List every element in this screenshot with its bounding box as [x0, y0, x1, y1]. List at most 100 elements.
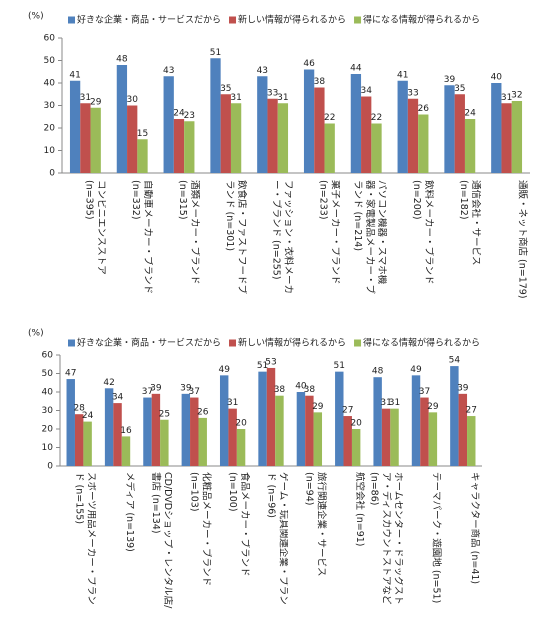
value-label: 31 — [230, 93, 241, 103]
legend-swatch — [229, 339, 237, 347]
bar — [267, 98, 278, 173]
value-label: 38 — [304, 385, 316, 395]
x-tick-label: ホームセンター・ドラッグストア・ディスカウントストアなど (n=86) — [368, 472, 404, 605]
value-label: 39 — [150, 383, 162, 393]
value-label: 33 — [407, 88, 418, 98]
x-tick-label: 航空会社 (n=91) — [353, 472, 365, 547]
value-label: 31 — [380, 398, 391, 408]
bar — [74, 414, 84, 466]
value-label: 28 — [73, 404, 85, 414]
value-label: 33 — [267, 88, 278, 98]
value-label: 37 — [419, 387, 430, 397]
bar — [501, 103, 512, 173]
y-tick-label: 40 — [44, 79, 56, 89]
bar — [350, 74, 362, 173]
value-label: 40 — [295, 382, 307, 392]
value-label: 49 — [410, 365, 422, 375]
value-label: 26 — [418, 104, 430, 114]
value-label: 24 — [82, 411, 94, 421]
value-label: 27 — [466, 406, 477, 416]
bar — [390, 408, 399, 466]
bar — [121, 436, 131, 466]
bar — [420, 397, 429, 466]
bar — [90, 107, 101, 173]
bar — [467, 416, 476, 466]
legend-swatch — [68, 16, 75, 24]
value-label: 25 — [159, 409, 170, 419]
bar — [137, 139, 148, 173]
bar — [113, 403, 122, 466]
x-tick-label: パソコン機器・スマホ機器・家電製品メーカー・ブランド (n=214) — [352, 180, 388, 295]
bar — [127, 105, 138, 173]
x-tick-label: 食品メーカー・ブランド (n=100) — [226, 472, 250, 577]
value-label: 40 — [491, 73, 503, 83]
value-label: 46 — [303, 59, 315, 69]
bar — [143, 397, 152, 466]
value-label: 22 — [324, 113, 335, 123]
bar — [230, 103, 242, 173]
bar — [371, 123, 382, 173]
bar — [454, 94, 465, 173]
bar — [258, 371, 267, 466]
y-tick-label: 0 — [47, 462, 53, 472]
bar — [236, 429, 246, 466]
value-label: 31 — [389, 398, 400, 408]
x-tick-label: メディア (n=139) — [123, 472, 135, 552]
value-label: 27 — [342, 406, 353, 416]
value-label: 35 — [454, 84, 465, 94]
x-tick-label: 自動車メーカー・ブランド (n=332) — [130, 180, 154, 295]
legend-label: 新しい情報が得られるから — [238, 337, 346, 349]
value-label: 51 — [257, 361, 268, 371]
bar — [296, 392, 306, 466]
bar — [411, 375, 421, 466]
bar — [324, 123, 335, 173]
value-label: 34 — [112, 393, 124, 403]
bar — [511, 101, 523, 173]
bar — [418, 114, 429, 173]
value-label: 30 — [126, 95, 138, 105]
bar — [343, 416, 352, 466]
bar — [210, 58, 221, 173]
bar — [80, 103, 91, 173]
bar — [83, 421, 92, 466]
value-label: 51 — [210, 48, 221, 58]
value-label: 39 — [444, 75, 456, 85]
y-tick-label: 0 — [49, 169, 55, 179]
value-label: 41 — [69, 70, 80, 80]
value-label: 37 — [189, 387, 200, 397]
x-tick-label: 通信会社・サービス (n=182) — [457, 180, 481, 266]
value-label: 38 — [314, 77, 326, 87]
value-label: 22 — [371, 113, 382, 123]
x-tick-label: スポーツ用品メーカー・ブランド (n=155) — [73, 472, 97, 605]
bar — [314, 87, 325, 173]
y-tick-label: 30 — [42, 406, 54, 416]
bar — [381, 408, 391, 466]
value-label: 23 — [184, 111, 195, 121]
bar — [303, 69, 315, 173]
y-axis-unit: (%) — [28, 329, 44, 339]
value-label: 39 — [457, 383, 469, 393]
y-tick-label: 40 — [42, 388, 54, 398]
y-tick-label: 50 — [44, 56, 56, 66]
bar — [104, 388, 114, 466]
bar — [335, 371, 344, 466]
bar — [69, 80, 81, 173]
bar — [361, 96, 372, 173]
bar — [116, 65, 128, 173]
x-tick-label: 飲料メーカー・ブランド (n=200) — [411, 180, 435, 285]
value-label: 37 — [142, 387, 153, 397]
bar — [428, 412, 438, 466]
bar — [458, 393, 468, 466]
value-label: 24 — [173, 109, 185, 119]
value-label: 42 — [103, 378, 114, 388]
bar — [190, 397, 199, 466]
bar — [351, 429, 361, 466]
legend-swatch — [68, 339, 75, 347]
x-tick-label: テーマパーク・遊園地 (n=51) — [430, 472, 442, 604]
legend-label: 新しい情報が得られるから — [238, 14, 346, 26]
value-label: 20 — [350, 419, 362, 429]
value-label: 48 — [116, 55, 128, 65]
value-label: 47 — [65, 369, 76, 379]
value-label: 29 — [90, 97, 102, 107]
